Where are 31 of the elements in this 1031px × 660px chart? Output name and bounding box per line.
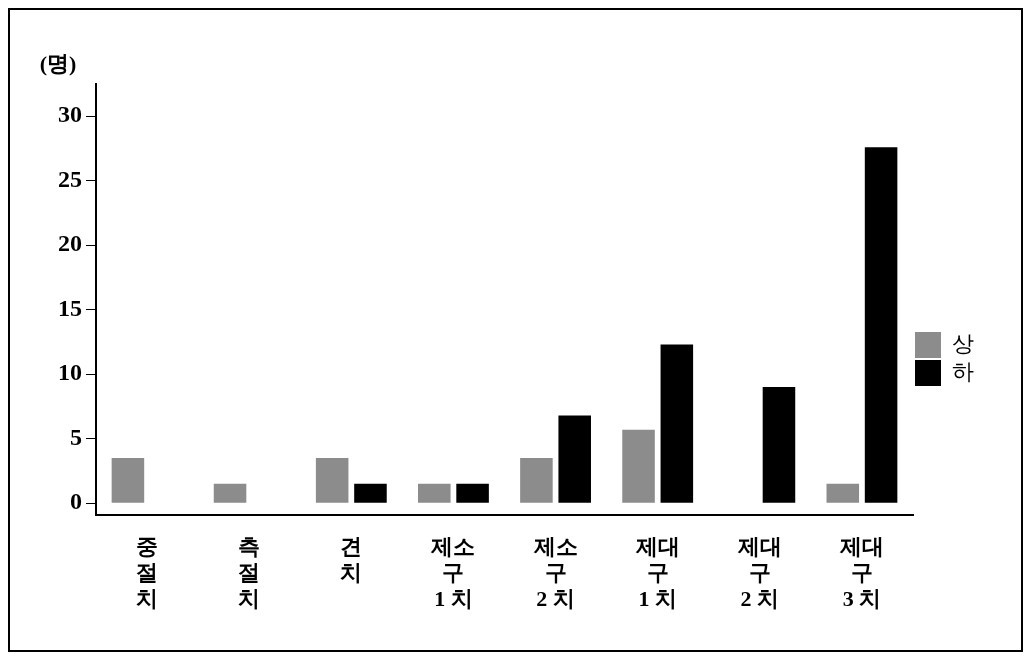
x-tick-label: 제대 구 1 치 — [634, 533, 680, 612]
y-tick-label: 30 — [58, 101, 82, 128]
bar — [660, 344, 694, 503]
y-tick-label: 10 — [58, 359, 82, 386]
x-tick-label: 중 절 치 — [136, 533, 159, 612]
x-tick-label: 제소 구 2 치 — [532, 533, 578, 612]
x-tick-label: 제대 구 2 치 — [736, 533, 782, 612]
x-tick-label: 제대 구 3 치 — [838, 533, 884, 612]
y-tick-label: 5 — [70, 423, 82, 450]
bar — [315, 458, 349, 503]
bar — [520, 458, 553, 503]
x-tick-label: 측 절 치 — [238, 533, 261, 612]
bar — [111, 458, 145, 503]
legend-label: 상 — [952, 330, 974, 356]
legend-label: 하 — [952, 358, 974, 384]
bar — [826, 483, 860, 503]
bar — [456, 483, 489, 503]
y-tick-label: 25 — [58, 165, 82, 192]
bar — [213, 483, 247, 503]
bar — [622, 429, 655, 503]
bar — [762, 387, 796, 503]
y-tick-label: 20 — [58, 230, 82, 257]
x-tick-label: 제소 구 1 치 — [430, 533, 476, 612]
y-tick-label: 15 — [58, 294, 82, 321]
y-tick-label: 0 — [70, 488, 82, 515]
bar — [418, 483, 451, 503]
bar — [864, 147, 898, 503]
bar — [558, 415, 591, 503]
y-axis-title: (명) — [39, 50, 77, 76]
bar — [354, 483, 387, 503]
x-tick-label: 견 치 — [340, 533, 363, 586]
